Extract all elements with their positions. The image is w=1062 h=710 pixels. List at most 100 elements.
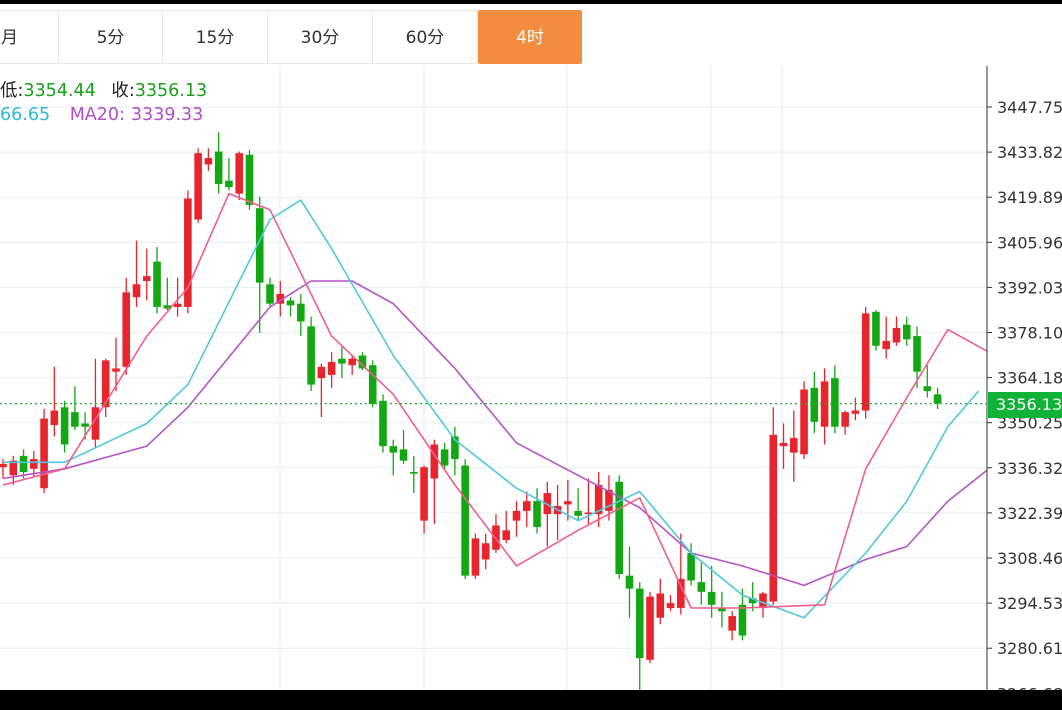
bottom-border [0,690,1062,710]
candle-body [9,460,18,476]
candle-body [173,303,182,307]
y-tick-label: 3447.75 [997,98,1062,117]
candle-body [430,444,439,479]
candle-body [266,284,274,304]
y-tick-label: 3294.53 [997,594,1062,613]
tab-month[interactable]: 月 [0,10,60,64]
ma10-value: 66.65 [0,105,51,125]
candle-body [471,538,480,576]
candle-body [410,472,418,474]
candle-body [625,575,634,589]
candle-body [204,157,213,165]
candle-body [820,381,829,427]
candle-body [91,407,100,440]
current-price-badge: 3356.13 [988,392,1062,418]
tab-5min[interactable]: 5分 [58,10,163,64]
ma20-label: MA20: [69,105,125,125]
candle-body [923,386,932,392]
candle-body [368,365,377,405]
candle-body [50,410,59,426]
candle-body [533,501,541,528]
candle-body [800,389,808,455]
y-tick-label: 3322.39 [997,504,1062,523]
y-tick-label: 3266.68 [997,684,1062,690]
candle-body [522,501,531,511]
candle-body [255,208,264,283]
candle-body [276,293,285,304]
candle-body [307,326,315,385]
candle-body [194,153,202,220]
ma10-line [3,199,980,619]
candle-body [646,596,654,660]
ma-info: 66.65 MA20: 3339.33 [0,105,203,125]
candle-body [851,410,860,414]
candle-body [594,484,603,515]
y-tick-label: 3378.10 [997,324,1062,343]
tab-30min[interactable]: 30分 [267,10,373,64]
ohlc-info: 低:3354.44 收:3356.13 [0,77,207,102]
candle-body [635,588,644,659]
candle-body [492,525,500,550]
candle-body [225,180,233,188]
candle-body [101,360,110,408]
candle-body [728,616,736,631]
candle-body [440,449,449,466]
candle-body [327,361,336,375]
candle-body [379,400,387,447]
y-tick-label: 3433.82 [997,143,1062,162]
candle-body [861,313,870,411]
candle-body [399,449,408,461]
ma20-value: 3339.33 [130,105,204,125]
candle-body [707,591,716,605]
close-label: 收: [111,81,135,101]
low-value: 3354.44 [23,81,96,101]
candle-body [142,276,151,282]
candle-body [163,305,172,309]
candle-body [297,303,305,322]
candle-body [389,446,398,453]
candle-body [872,311,880,346]
low-label: 低: [0,81,24,101]
candle-body [40,418,48,489]
candle-body [153,261,161,307]
tab-60min[interactable]: 60分 [372,10,478,64]
y-tick-label: 3392.03 [997,278,1062,297]
candle-body [656,593,665,618]
y-tick-label: 3336.32 [997,459,1062,478]
y-tick-label: 3419.89 [997,188,1062,207]
tab-15min[interactable]: 15分 [162,10,268,64]
tab-4hour[interactable]: 4时 [478,10,582,64]
candle-body [112,368,120,372]
candle-body [122,292,131,367]
candle-body [81,423,89,427]
period-tabs: 月 5分 15分 30分 60分 4时 [0,10,1062,64]
candle-body [789,438,798,453]
y-axis-bg [987,66,1062,690]
candle-body [831,378,839,427]
candle-body [882,340,891,350]
candle-body [810,387,819,422]
candle-body [605,489,613,511]
candle-body [235,153,244,194]
ma20-line [2,280,990,587]
candle-body [892,327,901,343]
candle-body [738,604,747,636]
candle-body [718,608,726,612]
candle-body [697,582,706,592]
candle-body [420,467,428,521]
candle-body [759,593,767,609]
candle-body [748,598,757,604]
candle-body [338,358,346,364]
candle-body [933,394,942,404]
candle-body [0,463,7,468]
candle-body [666,603,675,609]
candle-body [574,510,582,516]
candle-body [30,459,38,469]
kline-chart: 3447.75 3433.82 3419.89 3405.96 3392.03 3378.… [0,66,1062,690]
candle-body [512,510,521,521]
candle-body [841,412,849,427]
candle-body [913,336,921,372]
y-tick-label: 3350.25 [997,414,1062,433]
candle-body [214,151,223,184]
candle-body [358,355,367,369]
